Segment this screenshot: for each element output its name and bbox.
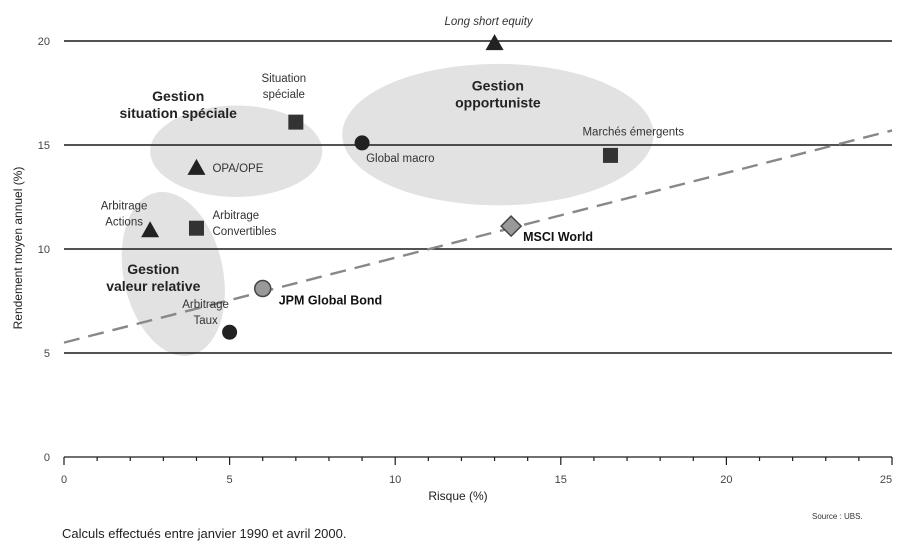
trendline (63, 129, 893, 344)
y-tick-label: 0 (44, 452, 50, 464)
x-tick-label: 25 (880, 474, 892, 486)
x-tick-label: 0 (61, 474, 67, 486)
point-arbitrage-actions-label: Arbitrage Actions (101, 200, 148, 228)
x-axis-label: Risque (%) (428, 489, 487, 503)
x-tick-label: 15 (555, 474, 567, 486)
point-arbitrage-taux (222, 324, 238, 340)
point-arbitrage-taux-label: Arbitrage Taux (182, 299, 229, 327)
group-ellipse-gestion-opportuniste (342, 63, 654, 206)
point-marches-emergents-label: Marchés émergents (582, 126, 684, 138)
grid-lines (64, 40, 892, 354)
point-jpm-global-bond (253, 279, 272, 298)
point-arbitrage-actions (141, 221, 160, 238)
trend-line (63, 129, 893, 344)
y-tick-label: 5 (44, 348, 50, 360)
point-long-short-equity-label: Long short equity (444, 16, 533, 28)
point-msci-world (500, 215, 523, 238)
point-arbitrage-convertibles-label: Arbitrage Convertibles (212, 210, 276, 238)
point-opa-ope-label: OPA/OPE (212, 163, 263, 175)
point-marches-emergents (602, 147, 618, 163)
y-tick-label: 15 (38, 140, 50, 152)
point-arbitrage-convertibles (188, 220, 204, 236)
x-tick-label: 20 (720, 474, 732, 486)
point-msci-world-label: MSCI World (523, 230, 593, 244)
point-situation-speciale-label: Situation spéciale (261, 73, 306, 101)
group-label-gestion-situation-speciale: Gestion situation spéciale (119, 88, 237, 121)
x-tick-label: 5 (227, 474, 233, 486)
point-labels: Long short equity Situation spéciale OPA/OP… (101, 16, 685, 327)
y-tick-label: 10 (38, 244, 50, 256)
source-note: Source : UBS. (812, 512, 863, 521)
point-global-macro (354, 135, 370, 151)
point-long-short-equity (485, 34, 504, 51)
point-opa-ope (187, 158, 206, 175)
point-situation-speciale (288, 114, 304, 130)
y-axis-label: Rendement moyen annuel (%) (11, 167, 25, 330)
point-jpm-global-bond-label: JPM Global Bond (279, 294, 382, 308)
group-label-gestion-opportuniste: Gestion opportuniste (455, 78, 541, 111)
group-label-gestion-valeur-relative: Gestion valeur relative (106, 261, 200, 294)
point-global-macro-label: Global macro (366, 153, 434, 165)
footnote: Calculs effectués entre janvier 1990 et … (62, 526, 347, 541)
axes: 0 5 10 15 20 25 0 5 10 15 20 (38, 36, 893, 486)
data-points (141, 34, 618, 340)
y-tick-label: 20 (38, 36, 50, 48)
x-tick-label: 10 (389, 474, 401, 486)
